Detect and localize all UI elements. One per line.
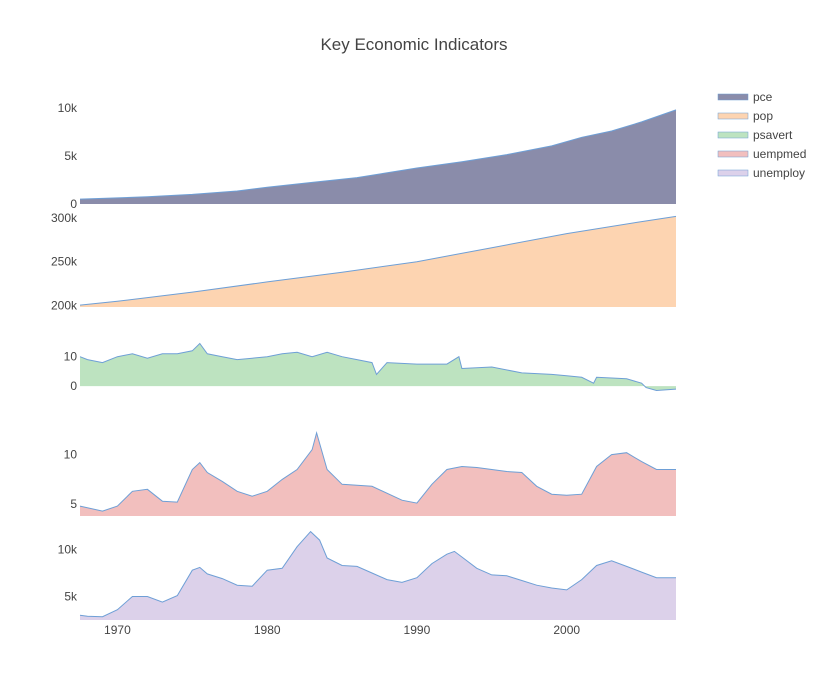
panel-uempmed: 5 10	[64, 431, 676, 516]
legend-item-pop[interactable]: pop	[717, 109, 773, 123]
uempmed-y-tick-label: 5	[70, 497, 77, 511]
x-tick-label: 2000	[553, 623, 580, 637]
panel-pce: 0 5k 10k	[58, 101, 677, 211]
panel-pop: 200k 250k 300k	[51, 211, 677, 313]
legend-item-pce[interactable]: pce	[717, 90, 773, 104]
panel-psavert: 0 10	[64, 342, 677, 393]
psavert-line	[79, 342, 677, 392]
legend-item-psavert[interactable]: psavert	[717, 128, 793, 142]
x-tick-label: 1980	[254, 623, 281, 637]
uempmed-area	[80, 432, 676, 516]
uempmed-y-tick-label: 10	[64, 448, 78, 462]
legend-label: uempmed	[753, 147, 806, 161]
unemploy-y-tick-label: 10k	[58, 543, 78, 557]
uempmed-line	[79, 431, 676, 512]
legend-item-unemploy[interactable]: unemploy	[717, 166, 805, 180]
pop-y-tick-label: 250k	[51, 255, 78, 269]
x-tick-label: 1970	[104, 623, 131, 637]
unemploy-line	[79, 530, 676, 618]
legend-swatch	[717, 131, 749, 139]
legend-label: unemploy	[753, 166, 805, 180]
pce-line	[79, 109, 677, 200]
pop-line	[79, 215, 677, 306]
psavert-area	[80, 343, 676, 391]
legend-label: pce	[753, 90, 773, 104]
legend-item-uempmed[interactable]: uempmed	[717, 147, 806, 161]
pce-area	[80, 109, 676, 204]
panel-unemploy: 5k 10k	[58, 530, 676, 620]
legend-label: pop	[753, 109, 773, 123]
pop-area	[80, 216, 676, 307]
legend-swatch	[717, 150, 749, 158]
psavert-y-tick-label: 0	[70, 379, 77, 393]
psavert-y-tick-label: 10	[64, 350, 78, 364]
chart-title: Key Economic Indicators	[320, 35, 507, 54]
pce-y-tick-label: 0	[70, 197, 77, 211]
x-tick-label: 1990	[404, 623, 431, 637]
pop-y-tick-label: 300k	[51, 211, 78, 225]
legend-swatch	[717, 93, 749, 101]
pce-y-tick-label: 10k	[58, 101, 78, 115]
legend-swatch	[717, 112, 749, 120]
legend[interactable]: pce pop psavert uempmed unemploy	[717, 90, 806, 180]
pce-y-tick-label: 5k	[64, 149, 78, 163]
x-axis: 1970 1980 1990 2000	[104, 623, 580, 637]
unemploy-y-tick-label: 5k	[64, 590, 78, 604]
pop-y-tick-label: 200k	[51, 299, 78, 313]
legend-label: psavert	[753, 128, 793, 142]
legend-swatch	[717, 169, 749, 177]
